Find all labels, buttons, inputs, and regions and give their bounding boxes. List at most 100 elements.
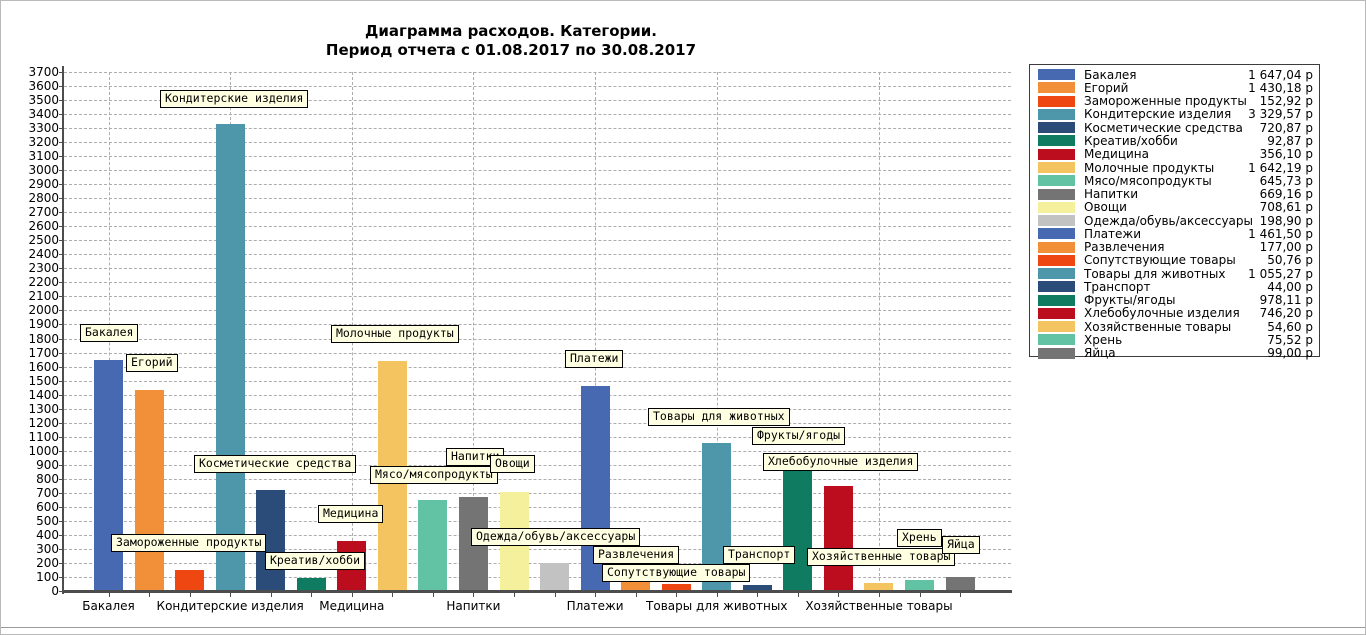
y-gridline [64,142,1011,144]
legend-category-name: Косметические средства [1084,120,1243,135]
x-axis-tick-label: Кондитерские изделия [156,599,304,613]
y-axis-tick [59,492,63,494]
legend-category-name: Мясо/мясопродукты [1084,173,1212,188]
y-gridline [64,450,1011,452]
y-axis-tick-label: 2400 [28,247,59,262]
x-axis-tick [270,593,272,597]
y-axis-tick [59,156,63,158]
y-axis-tick-label: 2100 [28,289,59,304]
legend-category-value: 978,11 р [1259,293,1313,308]
y-axis-tick [59,436,63,438]
y-axis-tick [59,184,63,186]
legend-category-name: Напитки [1084,187,1139,202]
legend-row-5: Косметические средства 720,87 р [1030,120,1319,135]
y-axis-tick-label: 1700 [28,345,59,360]
legend-color-swatch [1038,294,1075,306]
y-axis-tick-label: 2900 [28,177,59,192]
chart-bar-17 [742,584,772,591]
y-axis-tick-label: 300 [36,541,59,556]
chart-bar-4 [215,123,245,591]
y-axis-tick [59,506,63,508]
legend-row-18: Фрукты/ягоды 978,11 р [1030,293,1319,308]
x-axis-tick [189,593,191,597]
x-axis-tick [149,593,151,597]
legend-color-swatch [1038,135,1075,147]
y-gridline [64,352,1011,354]
legend-row-19: Хлебобулочные изделия 746,20 р [1030,306,1319,320]
legend-category-name: Фрукты/ягоды [1084,293,1176,308]
y-axis-tick [59,240,63,242]
bar-callout-label-3: Замороженные продукты [111,534,267,552]
legend-category-value: 198,90 р [1259,213,1313,228]
legend-row-3: Замороженные продукты 152,92 р [1030,94,1319,109]
x-axis-tick [351,593,353,597]
chart-bar-20 [864,583,894,591]
chart-title-line1: Диаграмма расходов. Категории. [365,22,657,40]
chart-title-line2: Период отчета с 01.08.2017 по 30.08.2017 [325,41,697,59]
y-gridline [64,254,1011,256]
legend-row-22: Яйца 99,00 р [1030,346,1319,361]
x-gridline [473,72,475,591]
y-gridline [64,282,1011,284]
y-gridline [64,72,1011,73]
y-axis-tick-label: 800 [36,471,59,486]
y-axis-tick [59,576,63,578]
legend-category-value: 3 329,57 р [1248,107,1313,122]
y-axis-tick [59,128,63,130]
y-axis-tick [59,591,63,592]
x-axis-line [62,590,1012,593]
y-axis-tick-label: 500 [36,513,59,528]
y-axis-tick-label: 3700 [28,65,59,79]
chart-bar-19 [823,486,853,591]
bar-callout-label-2: Егорий [126,354,178,372]
legend-category-name: Платежи [1084,226,1142,241]
legend-category-value: 645,73 р [1259,173,1313,188]
legend-color-swatch [1038,268,1075,280]
x-axis-tick [108,593,110,597]
chart-bar-22 [945,577,975,591]
y-axis-tick [59,142,63,144]
y-axis-tick-label: 2000 [28,303,59,318]
chart-title: Диаграмма расходов. Категории. Период от… [64,22,958,60]
y-axis-tick [59,394,63,396]
legend-category-value: 152,92 р [1259,94,1313,109]
y-axis-tick [59,352,63,354]
x-gridline [595,72,597,591]
bar-callout-label-22: Яйца [942,536,980,554]
legend-row-4: Кондитерские изделия 3 329,57 р [1030,107,1319,122]
y-axis-tick-label: 3300 [28,121,59,136]
y-axis-tick [59,380,63,382]
legend-category-name: Яйца [1084,346,1116,361]
bar-callout-label-18: Фрукты/ягоды [752,427,846,445]
x-axis-tick-label: Товары для животных [646,599,788,613]
y-axis-tick-label: 2300 [28,261,59,276]
legend-category-value: 44,00 р [1267,279,1313,294]
y-axis-tick [59,212,63,214]
legend-row-12: Одежда/обувь/аксессуары 198,90 р [1030,213,1319,228]
legend-row-9: Мясо/мясопродукты 645,73 р [1030,173,1319,188]
legend-row-13: Платежи 1 461,50 р [1030,226,1319,241]
legend-color-swatch [1038,69,1075,81]
y-gridline [64,576,1011,578]
bar-callout-label-6: Креатив/хобби [265,552,366,570]
bar-callout-label-9: Мясо/мясопродукты [370,466,498,484]
chart-bar-21 [905,580,934,591]
y-axis-tick-label: 2700 [28,205,59,220]
bar-callout-label-1: Бакалея [80,324,139,342]
y-gridline [64,380,1011,382]
legend-box: Бакалея 1 647,04 р Егорий 1 430,18 р Заморож… [1029,64,1320,361]
legend-category-value: 75,52 р [1267,332,1313,347]
y-axis-tick-label: 3000 [28,163,59,178]
chart-bar-9 [418,500,448,591]
bar-callout-label-13: Платежи [565,350,624,368]
legend-category-name: Сопутствующие товары [1084,253,1236,268]
legend-category-name: Хозяйственные товары [1084,319,1232,334]
y-axis-tick-label: 2500 [28,233,59,248]
legend-color-swatch [1038,215,1075,227]
window-bottom-edge [1,627,1365,628]
y-gridline [64,464,1011,466]
y-axis-tick-label: 3200 [28,135,59,150]
x-axis-tick [716,593,718,597]
y-axis-tick [59,226,63,228]
bar-callout-label-10: Напитки [446,448,505,466]
